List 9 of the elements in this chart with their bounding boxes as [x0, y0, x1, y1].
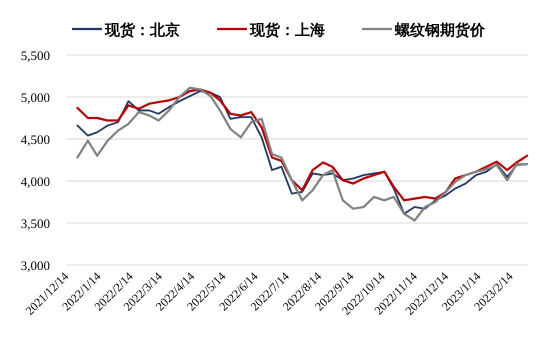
- y-tick-label: 3,000: [20, 258, 50, 273]
- y-tick-label: 4,000: [20, 174, 50, 189]
- legend-label: 现货：上海: [249, 22, 325, 39]
- y-tick-label: 5,500: [20, 48, 50, 63]
- y-tick-label: 3,500: [20, 216, 50, 231]
- legend-label: 现货：北京: [104, 21, 180, 39]
- y-tick-label: 4,500: [20, 132, 50, 147]
- y-tick-label: 5,000: [20, 90, 50, 105]
- legend-label: 螺纹钢期货价: [394, 22, 486, 39]
